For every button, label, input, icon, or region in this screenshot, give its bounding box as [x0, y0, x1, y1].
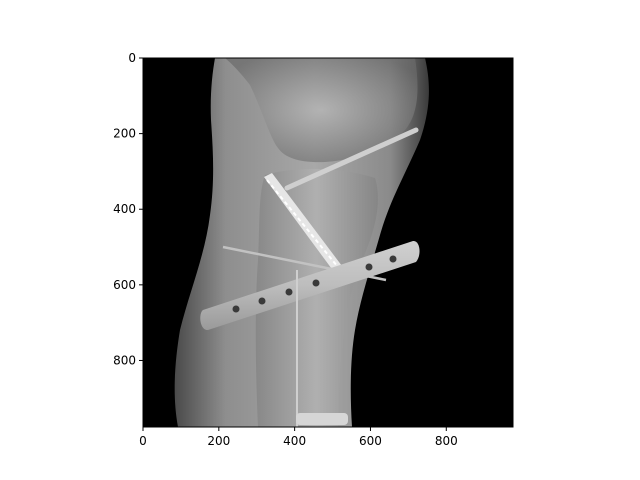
axes-frame: [142, 57, 514, 428]
y-tick-label: 0: [128, 51, 136, 65]
y-tick-label: 600: [113, 278, 136, 292]
y-axis-ticks: 0 200 400 600 800: [113, 51, 143, 367]
x-tick-label: 200: [207, 434, 230, 448]
x-tick-label: 600: [359, 434, 382, 448]
y-tick-label: 800: [113, 353, 136, 367]
xray-knee-icon: [143, 58, 513, 427]
y-tick-label: 200: [113, 127, 136, 141]
x-tick-label: 400: [283, 434, 306, 448]
x-tick-label: 0: [139, 434, 147, 448]
x-tick-label: 800: [435, 434, 458, 448]
y-tick-label: 400: [113, 202, 136, 216]
x-axis-ticks: 0 200 400 600 800: [139, 427, 458, 448]
